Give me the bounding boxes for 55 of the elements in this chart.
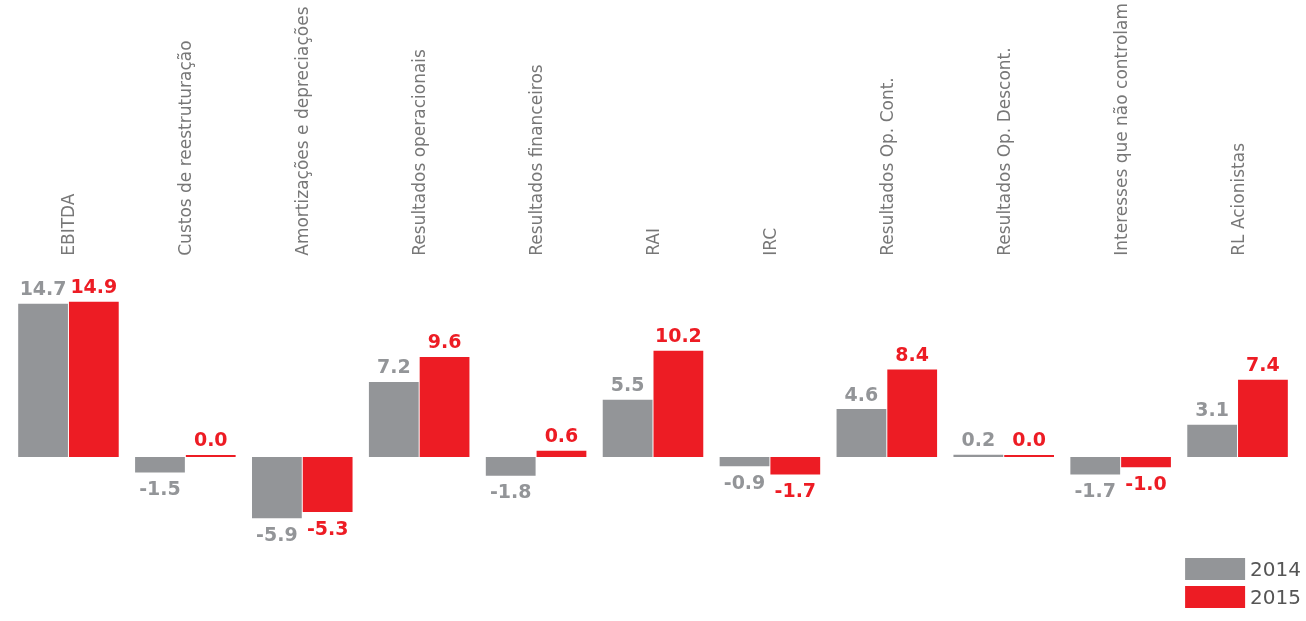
data-label: 3.1 [1195,398,1229,421]
data-label: 7.2 [376,355,411,378]
x-tick-label: Custos de reestruturação [175,40,196,256]
bar [252,456,302,519]
bar [1070,456,1121,475]
x-tick-label: Resultados Op. Cont. [876,77,897,256]
bar [419,356,470,457]
bar [836,409,887,457]
bar [368,381,419,457]
bar [887,369,938,457]
legend-label: 2014 [1250,557,1302,581]
data-label: 14.7 [19,277,67,300]
data-label: 7.4 [1246,353,1280,376]
bar [18,303,68,457]
x-tick-label: Resultados operacionais [409,48,430,256]
bar [1187,424,1238,457]
data-label: -5.9 [256,522,298,545]
bar [485,456,536,476]
bar [1121,456,1171,468]
x-tick-label: EBITDA [58,193,79,256]
x-tick-label: Interesses que não controlam [1110,2,1131,256]
data-label: -5.3 [306,516,349,539]
bar [770,456,821,475]
data-label: 0.0 [1012,428,1046,451]
data-label: 10.2 [654,324,702,347]
bar [602,399,653,457]
bar [68,301,119,457]
bar [536,450,587,457]
data-label: 0.0 [193,428,228,451]
x-tick-label: Resultados financeiros [526,64,547,256]
bar [653,350,704,457]
x-tick-label: Amortizações e depreciações [292,6,313,256]
bar [953,454,1004,457]
data-label: -1.8 [489,480,532,503]
data-label: 0.6 [544,424,579,447]
data-label: -1.0 [1125,471,1167,494]
bar [719,456,770,467]
data-label: 8.4 [895,342,930,365]
x-tick-label: IRC [759,227,780,256]
data-label: 5.5 [610,373,645,396]
bar [135,456,185,473]
data-label: -1.7 [1074,479,1117,502]
x-tick-label: RL Acionistas [1227,142,1248,256]
data-label: 14.9 [70,275,118,298]
bar [1238,379,1288,457]
bar [302,456,353,513]
data-label: 0.2 [961,428,996,451]
x-tick-label: RAI [643,227,663,256]
data-label: 4.6 [844,382,879,405]
legend-label: 2015 [1250,585,1302,609]
x-tick-label: Resultados Op. Descont. [993,47,1014,256]
data-label: -0.9 [723,470,766,493]
data-label: 9.6 [427,330,462,353]
data-label: -1.5 [139,477,181,500]
data-label: -1.7 [774,479,817,502]
